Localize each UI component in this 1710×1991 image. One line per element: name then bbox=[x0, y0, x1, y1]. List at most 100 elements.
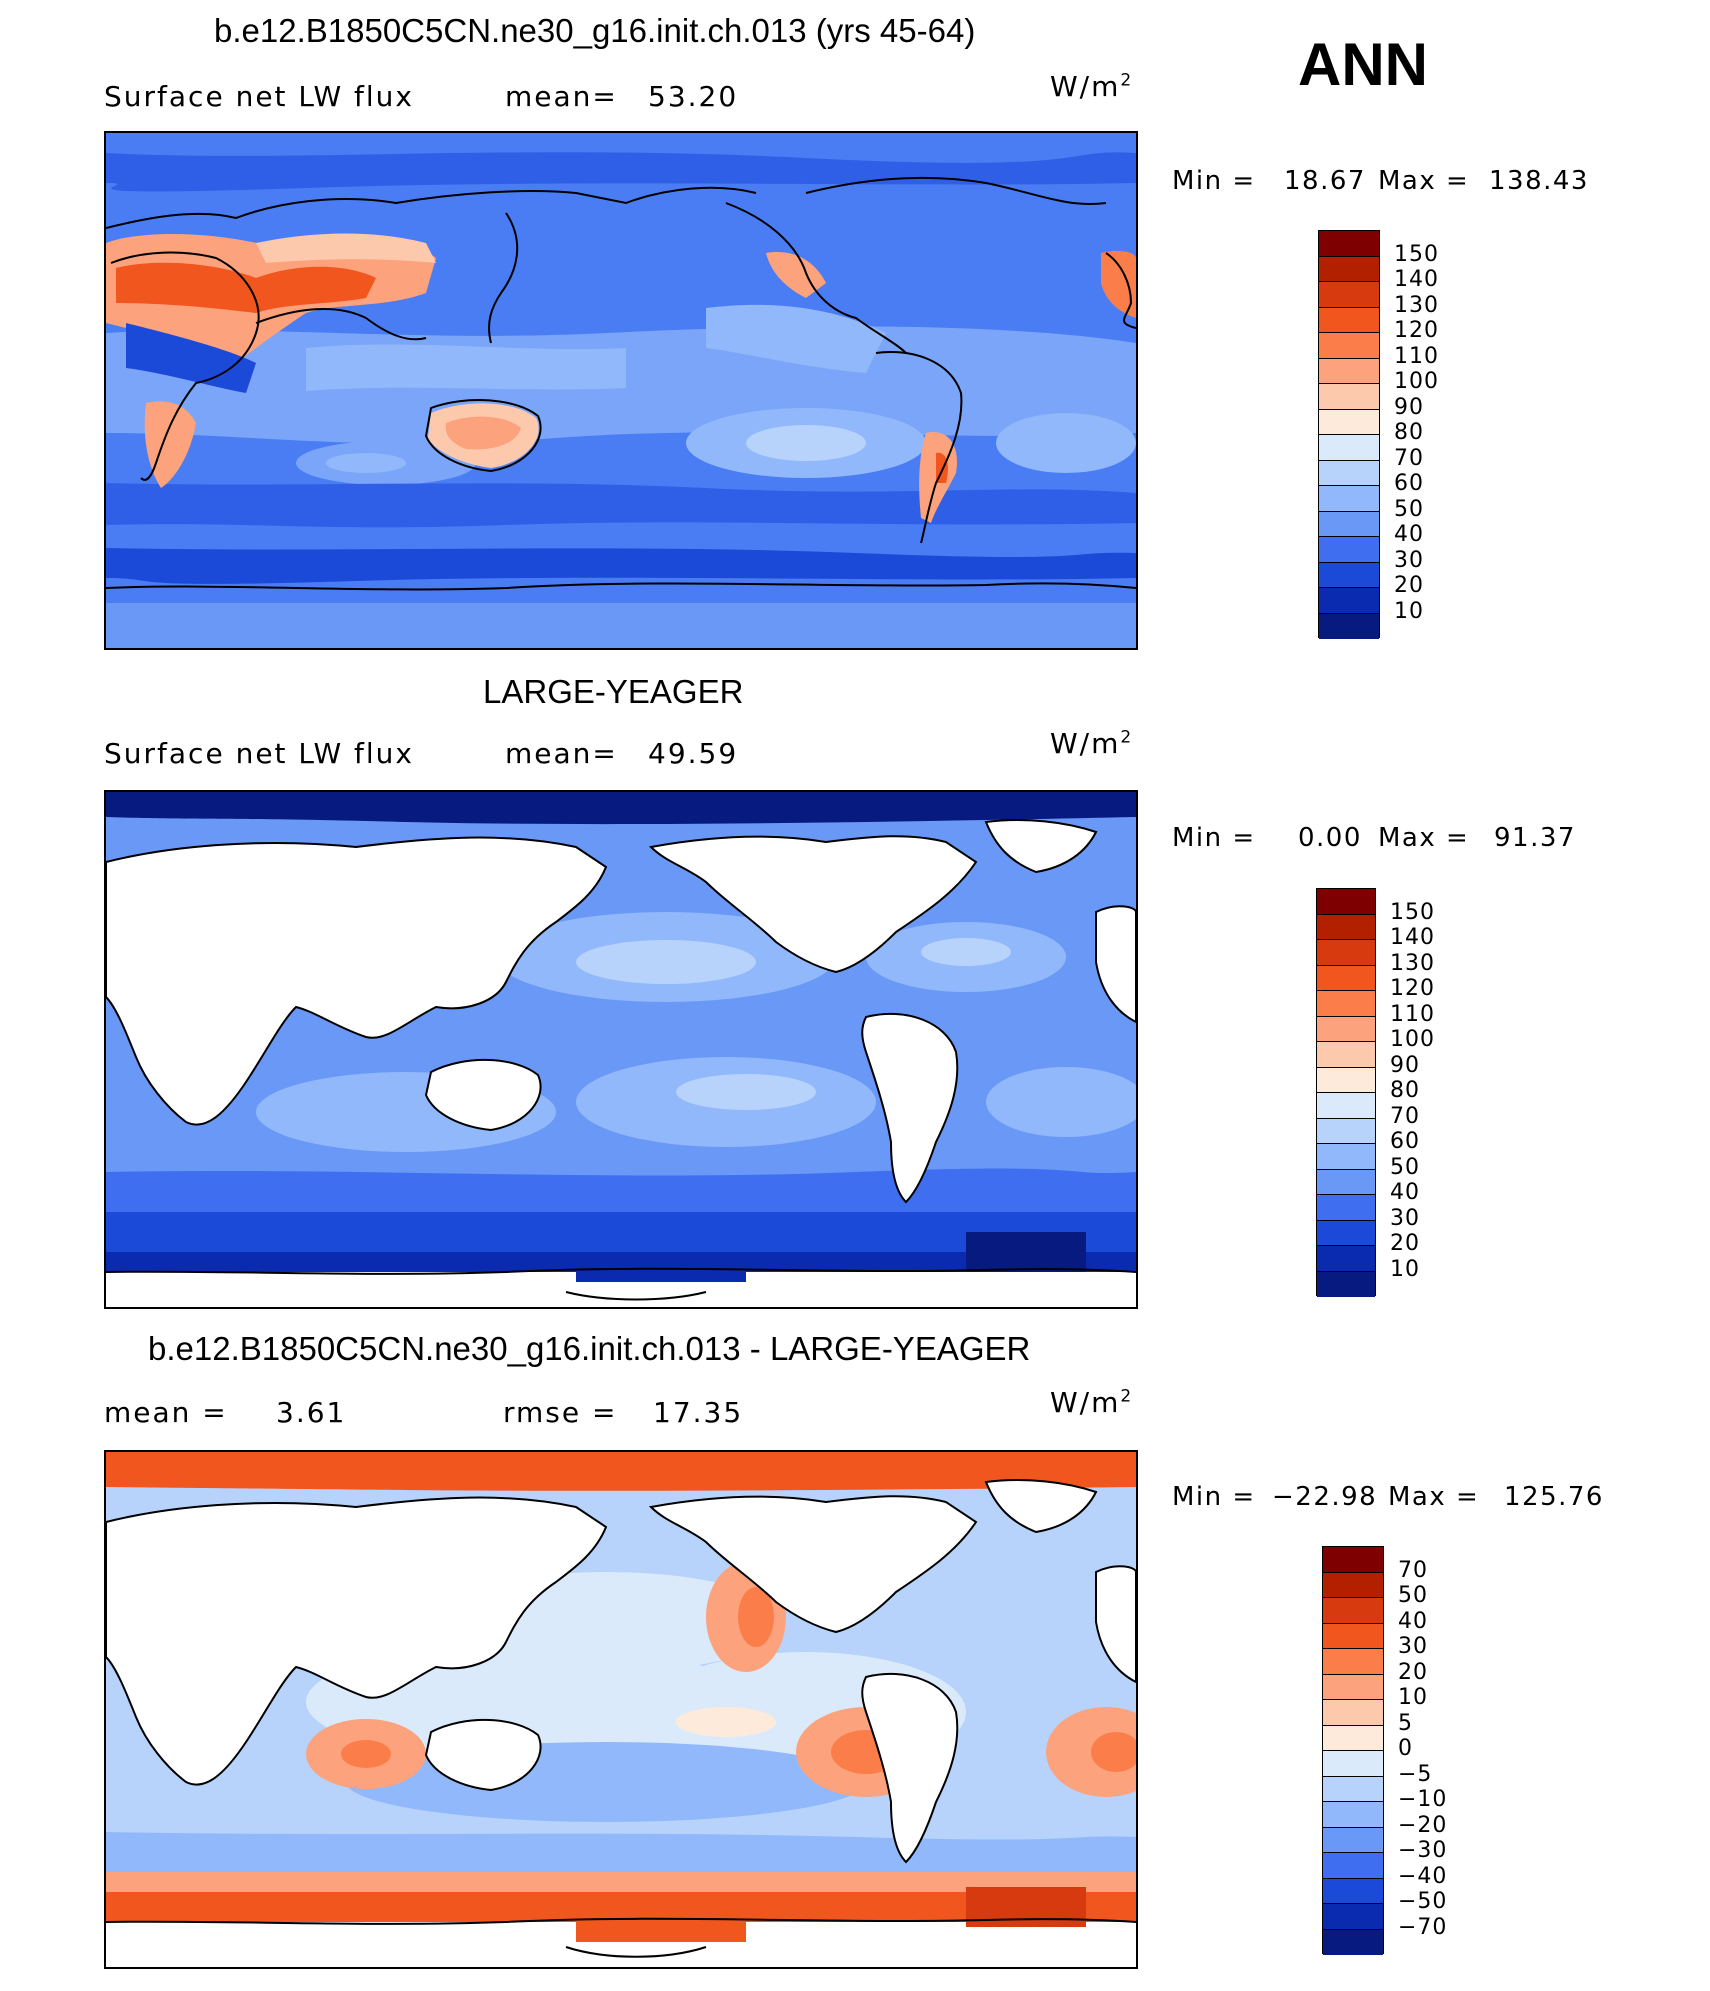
colorbar-tick-label: −5 bbox=[1398, 1761, 1433, 1787]
panel1-max-label: Max = bbox=[1378, 166, 1470, 196]
colorbar-segment bbox=[1319, 435, 1379, 461]
colorbar-segment bbox=[1317, 1042, 1375, 1068]
colorbar-segment bbox=[1323, 1802, 1383, 1828]
colorbar-tick-label: 70 bbox=[1394, 445, 1424, 471]
colorbar-segment bbox=[1319, 486, 1379, 512]
panel1-mean-value: 53.20 bbox=[648, 80, 739, 113]
colorbar-tick-label: 5 bbox=[1398, 1710, 1413, 1736]
panel3-units: W/m2 bbox=[1050, 1386, 1132, 1419]
colorbar-segment bbox=[1317, 1067, 1375, 1093]
colorbar-tick-label: 120 bbox=[1394, 318, 1439, 343]
colorbar-segment bbox=[1323, 1700, 1383, 1726]
colorbar-segment bbox=[1317, 1246, 1375, 1272]
colorbar-tick-label: 100 bbox=[1394, 369, 1439, 394]
panel2-min-value: 0.00 bbox=[1298, 823, 1362, 853]
panel3-map bbox=[104, 1450, 1138, 1969]
colorbar-segment bbox=[1323, 1547, 1383, 1573]
colorbar-segment bbox=[1323, 1878, 1383, 1904]
panel3-max-label: Max = bbox=[1388, 1482, 1480, 1512]
colorbar-segment bbox=[1317, 1271, 1375, 1297]
panel3-rmse-label: rmse = bbox=[503, 1396, 618, 1429]
panel3-min-value: −22.98 bbox=[1272, 1482, 1378, 1512]
colorbar-segment bbox=[1319, 588, 1379, 614]
colorbar-segment bbox=[1319, 384, 1379, 410]
panel2-max-value: 91.37 bbox=[1494, 823, 1576, 853]
colorbar-tick-label: 10 bbox=[1390, 1256, 1420, 1282]
panel1-min-value: 18.67 bbox=[1284, 166, 1366, 196]
colorbar-tick-label: 50 bbox=[1394, 496, 1424, 522]
colorbar-tick-label: 60 bbox=[1394, 471, 1424, 496]
colorbar-tick-label: 30 bbox=[1394, 547, 1424, 573]
colorbar-tick-label: 110 bbox=[1394, 343, 1439, 369]
colorbar-tick-label: 140 bbox=[1394, 267, 1439, 292]
colorbar-segment bbox=[1317, 1118, 1375, 1144]
colorbar-segment bbox=[1319, 409, 1379, 435]
colorbar-segment bbox=[1317, 1144, 1375, 1170]
colorbar-tick-label: 60 bbox=[1390, 1129, 1420, 1154]
colorbar-segment bbox=[1317, 1016, 1375, 1042]
colorbar-tick-label: −70 bbox=[1398, 1914, 1448, 1940]
panel2-min-label: Min = bbox=[1172, 823, 1256, 853]
panel3-min-label: Min = bbox=[1172, 1482, 1256, 1512]
panel3-max-value: 125.76 bbox=[1504, 1482, 1604, 1512]
colorbar-tick-label: 40 bbox=[1390, 1180, 1420, 1205]
panel1-mean-label: mean= bbox=[505, 80, 618, 113]
colorbar-tick-label: 90 bbox=[1394, 394, 1424, 420]
colorbar-tick-label: 50 bbox=[1398, 1583, 1428, 1608]
colorbar-tick-label: 80 bbox=[1394, 420, 1424, 445]
colorbar-segment bbox=[1317, 965, 1375, 991]
panel2-mean-label: mean= bbox=[505, 737, 618, 770]
colorbar-segment bbox=[1319, 460, 1379, 486]
colorbar-tick-label: 70 bbox=[1398, 1557, 1428, 1583]
colorbar-tick-label: 30 bbox=[1390, 1205, 1420, 1231]
colorbar-tick-label: 130 bbox=[1390, 950, 1435, 976]
colorbar-segment bbox=[1317, 889, 1375, 915]
colorbar-segment bbox=[1323, 1649, 1383, 1675]
panel2-map bbox=[104, 790, 1138, 1309]
colorbar-box bbox=[1322, 1546, 1384, 1955]
colorbar-segment bbox=[1317, 940, 1375, 966]
panel1-title: b.e12.B1850C5CN.ne30_g16.init.ch.013 (yr… bbox=[214, 12, 976, 49]
panel2-variable-label: Surface net LW flux bbox=[104, 737, 414, 770]
panel3-rmse-value: 17.35 bbox=[653, 1396, 744, 1429]
colorbar-segment bbox=[1317, 1220, 1375, 1246]
colorbar-segment bbox=[1323, 1572, 1383, 1598]
colorbar-box bbox=[1318, 230, 1380, 639]
panel1-max-value: 138.43 bbox=[1489, 166, 1589, 196]
colorbar-segment bbox=[1317, 1169, 1375, 1195]
colorbar-tick-label: 130 bbox=[1394, 292, 1439, 318]
colorbar-tick-label: 90 bbox=[1390, 1052, 1420, 1078]
panel1-variable-label: Surface net LW flux bbox=[104, 80, 414, 113]
colorbar-tick-label: 70 bbox=[1390, 1103, 1420, 1129]
colorbar-segment bbox=[1319, 282, 1379, 308]
colorbar-segment bbox=[1323, 1929, 1383, 1955]
colorbar-tick-label: 150 bbox=[1394, 241, 1439, 267]
colorbar-segment bbox=[1319, 333, 1379, 359]
colorbar-segment bbox=[1323, 1725, 1383, 1751]
panel2-units: W/m2 bbox=[1050, 727, 1132, 760]
colorbar-tick-label: −50 bbox=[1398, 1889, 1448, 1914]
colorbar-segment bbox=[1323, 1776, 1383, 1802]
colorbar-segment bbox=[1323, 1623, 1383, 1649]
colorbar-segment bbox=[1323, 1853, 1383, 1879]
panel2-max-label: Max = bbox=[1378, 823, 1470, 853]
colorbar-segment bbox=[1323, 1904, 1383, 1930]
panel3-title: b.e12.B1850C5CN.ne30_g16.init.ch.013 - L… bbox=[148, 1330, 1031, 1367]
colorbar-tick-label: 40 bbox=[1394, 522, 1424, 547]
panel1-min-label: Min = bbox=[1172, 166, 1256, 196]
colorbar-segment bbox=[1319, 307, 1379, 333]
colorbar-tick-label: 120 bbox=[1390, 976, 1435, 1001]
colorbar-tick-label: −20 bbox=[1398, 1812, 1448, 1838]
colorbar-tick-label: 40 bbox=[1398, 1608, 1428, 1634]
colorbar-segment bbox=[1317, 1195, 1375, 1221]
colorbar-tick-label: 10 bbox=[1398, 1685, 1428, 1710]
colorbar-tick-label: 100 bbox=[1390, 1027, 1435, 1052]
colorbar-segment bbox=[1319, 511, 1379, 537]
colorbar-segment bbox=[1323, 1674, 1383, 1700]
colorbar-segment bbox=[1317, 1093, 1375, 1119]
colorbar-tick-label: 80 bbox=[1390, 1078, 1420, 1103]
colorbar-tick-label: −30 bbox=[1398, 1838, 1448, 1863]
colorbar-segment bbox=[1317, 991, 1375, 1017]
colorbar-tick-label: 20 bbox=[1394, 573, 1424, 598]
panel3-mean-value: 3.61 bbox=[276, 1396, 347, 1429]
